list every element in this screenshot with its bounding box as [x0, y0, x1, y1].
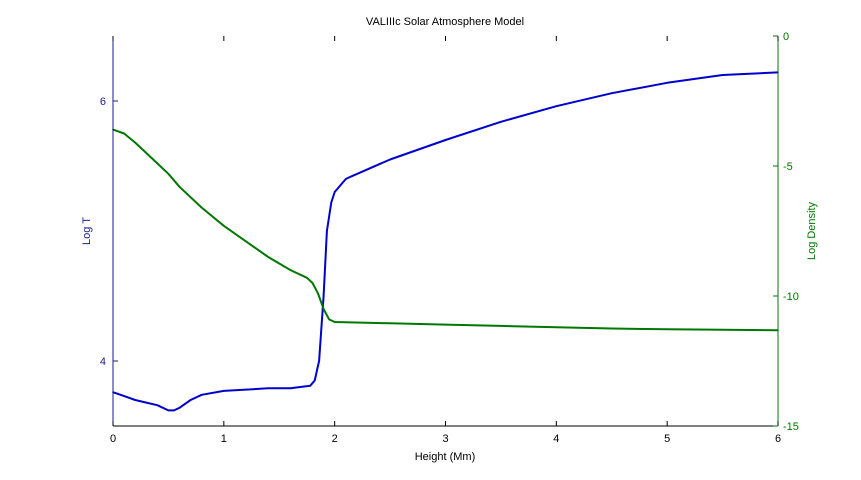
temperature-data-point [245, 388, 247, 391]
density-data-point [611, 327, 613, 330]
temperature-data-point [350, 175, 353, 178]
right-tick-label: -10 [783, 291, 799, 303]
density-data-point [311, 282, 314, 284]
temperature-data-point [145, 401, 148, 404]
left-axis-label: Log T [81, 217, 93, 245]
temperature-data-point [318, 360, 320, 362]
density-data-point [333, 321, 336, 323]
density-data-point [328, 318, 330, 321]
density-data-point [289, 269, 292, 271]
density-data-point [245, 240, 247, 243]
density-data-point [200, 206, 203, 209]
density-series-line [112, 128, 779, 332]
temperature-data-point [326, 230, 328, 232]
x-tick-label: 2 [332, 433, 338, 445]
temperature-data-point [309, 384, 312, 387]
right-tick-label: -5 [783, 161, 793, 173]
x-tick-label: 3 [442, 433, 448, 445]
temperature-data-point [134, 399, 136, 401]
temperature-data-point [444, 139, 447, 141]
x-tick-label: 4 [553, 433, 559, 445]
temperature-data-point [500, 121, 502, 123]
temperature-data-point [167, 409, 170, 412]
x-tick-label: 1 [221, 433, 227, 445]
density-data-point [500, 325, 502, 327]
density-data-point [145, 152, 148, 154]
temperature-data-point [200, 394, 203, 396]
temperature-data-point [389, 158, 391, 161]
temperature-data-point [345, 178, 347, 180]
temperature-data-point [666, 82, 668, 84]
x-tick-label: 6 [775, 433, 781, 445]
plot-background [113, 36, 778, 426]
temperature-data-point [322, 295, 325, 297]
x-axis-label: Height (Mm) [415, 451, 476, 463]
density-data-point [322, 308, 325, 310]
density-data-point [123, 132, 125, 135]
density-data-point [389, 322, 391, 325]
x-tick-label: 5 [664, 433, 670, 445]
density-data-point [555, 326, 558, 329]
left-tick-label: 4 [100, 356, 106, 368]
density-data-point [167, 173, 170, 175]
right-tick-label: 0 [783, 31, 789, 43]
density-data-point [156, 162, 159, 165]
temperature-data-point [178, 407, 181, 409]
density-data-point [317, 292, 319, 295]
right-tick-label: -15 [783, 421, 799, 433]
x-tick-label: 0 [110, 433, 116, 445]
density-data-point [444, 323, 447, 326]
temperature-data-point [313, 379, 316, 382]
temperature-data-point [223, 390, 225, 392]
temperature-data-point [289, 387, 292, 390]
density-data-point [666, 328, 668, 331]
temperature-data-point [555, 105, 558, 107]
density-data-point [306, 277, 308, 279]
temperature-data-point [721, 74, 724, 76]
temperature-data-point [173, 409, 175, 412]
temperature-data-point [267, 387, 270, 390]
density-data-point [267, 256, 270, 258]
density-data-point [721, 329, 724, 331]
right-axis-label: Log Density [806, 201, 818, 260]
temperature-data-point [611, 92, 613, 94]
density-data-point [178, 186, 181, 188]
density-data-point [223, 225, 225, 227]
left-tick-label: 6 [100, 96, 106, 108]
density-data-point [134, 141, 136, 144]
temperature-data-point [330, 201, 333, 204]
chart-title: VALIIIc Solar Atmosphere Model [366, 16, 524, 28]
temperature-data-point [333, 191, 336, 193]
temperature-data-point [123, 395, 125, 397]
temperature-data-point [156, 404, 159, 407]
temperature-data-point [189, 399, 192, 401]
